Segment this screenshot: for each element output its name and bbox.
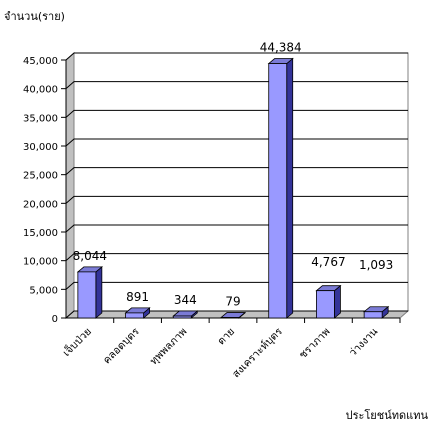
y-tick-label: 10,000: [23, 257, 58, 268]
y-tick-label: 20,000: [23, 199, 58, 210]
x-axis-title: ประโยชน์ทดแทน: [346, 408, 429, 422]
gridlines: [65, 52, 408, 319]
bar-side: [95, 266, 103, 319]
gridline: [65, 195, 408, 204]
category-label: คลอดบุตร: [101, 325, 142, 366]
bar: [315, 284, 342, 319]
side-wall: [65, 51, 75, 320]
bar-front: [125, 312, 144, 319]
bar-front: [172, 315, 192, 319]
y-tick-label: 0: [52, 314, 58, 325]
category-label: ทุพพลภาพ: [148, 326, 190, 368]
gridline: [65, 167, 408, 176]
gridline: [65, 52, 408, 61]
y-tick-label: 25,000: [23, 171, 58, 182]
bar-front: [77, 271, 97, 319]
bar-front: [363, 311, 383, 319]
gridline: [65, 109, 408, 118]
y-tick-label: 30,000: [23, 142, 58, 153]
gridline: [65, 224, 408, 233]
bar: [124, 307, 151, 319]
category-label: ตาย: [215, 326, 237, 348]
bars: [76, 57, 390, 319]
bar: [76, 266, 103, 319]
chart-walls: [64, 51, 410, 320]
back-wall: [73, 52, 409, 312]
y-axis-ticks: 0 5,000 10,000 15,000 20,000 25,000 30,000 35,0…: [23, 56, 400, 325]
bar-front: [268, 63, 288, 319]
y-tick-label: 45,000: [23, 56, 58, 67]
data-label: 4,767: [311, 255, 345, 269]
category-label: ชราภาพ: [297, 326, 333, 362]
category-label: สงเคราะห์บุตร: [229, 325, 285, 381]
y-tick-label: 5,000: [29, 285, 58, 296]
gridline: [65, 281, 408, 290]
gridline: [65, 138, 408, 147]
data-label: 344: [174, 293, 197, 307]
category-labels: เจ็บป่วย คลอดบุตร ทุพพลภาพ ตายสงเคราะห์บุตร…: [59, 318, 401, 381]
bar-side: [286, 57, 294, 319]
gridline: [65, 81, 408, 90]
data-label: 79: [225, 295, 240, 309]
gridline: [65, 253, 408, 262]
data-label: 1,093: [359, 258, 393, 272]
bar: [267, 57, 294, 319]
data-labels: 8,044 891 344 79 44,384 4,767 1,093: [73, 41, 394, 309]
y-tick-label: 40,000: [23, 85, 58, 96]
data-label: 44,384: [260, 41, 302, 55]
category-label: เจ็บป่วย: [59, 324, 94, 359]
y-tick-label: 35,000: [23, 113, 58, 124]
bar-front: [316, 290, 335, 319]
bar-side: [334, 284, 341, 319]
bar: [172, 310, 199, 319]
data-label: 891: [126, 290, 149, 304]
category-label: ว่างงาน: [347, 326, 380, 359]
y-axis-title: จำนวน(ราย): [4, 10, 65, 23]
gridline: [65, 310, 408, 319]
bar-front: [220, 317, 240, 319]
bar: [219, 311, 247, 319]
data-label: 8,044: [73, 249, 107, 263]
bar: [363, 305, 390, 319]
y-tick-label: 15,000: [23, 228, 58, 239]
